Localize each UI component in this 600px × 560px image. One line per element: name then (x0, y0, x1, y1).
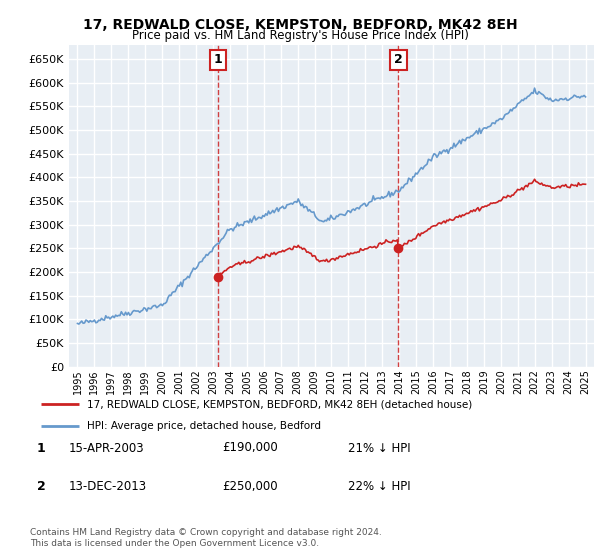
Text: HPI: Average price, detached house, Bedford: HPI: Average price, detached house, Bedf… (88, 421, 322, 431)
Text: 15-APR-2003: 15-APR-2003 (69, 441, 145, 455)
Text: 2: 2 (37, 479, 46, 493)
Text: 17, REDWALD CLOSE, KEMPSTON, BEDFORD, MK42 8EH: 17, REDWALD CLOSE, KEMPSTON, BEDFORD, MK… (83, 18, 517, 32)
Text: 1: 1 (214, 53, 222, 67)
Text: Price paid vs. HM Land Registry's House Price Index (HPI): Price paid vs. HM Land Registry's House … (131, 29, 469, 42)
Text: Contains HM Land Registry data © Crown copyright and database right 2024.
This d: Contains HM Land Registry data © Crown c… (30, 528, 382, 548)
Text: 13-DEC-2013: 13-DEC-2013 (69, 479, 147, 493)
Text: 1: 1 (37, 441, 46, 455)
Text: 17, REDWALD CLOSE, KEMPSTON, BEDFORD, MK42 8EH (detached house): 17, REDWALD CLOSE, KEMPSTON, BEDFORD, MK… (88, 399, 473, 409)
Text: 21% ↓ HPI: 21% ↓ HPI (348, 441, 410, 455)
Text: 2: 2 (394, 53, 403, 67)
Text: £190,000: £190,000 (222, 441, 278, 455)
Text: £250,000: £250,000 (222, 479, 278, 493)
Text: 22% ↓ HPI: 22% ↓ HPI (348, 479, 410, 493)
